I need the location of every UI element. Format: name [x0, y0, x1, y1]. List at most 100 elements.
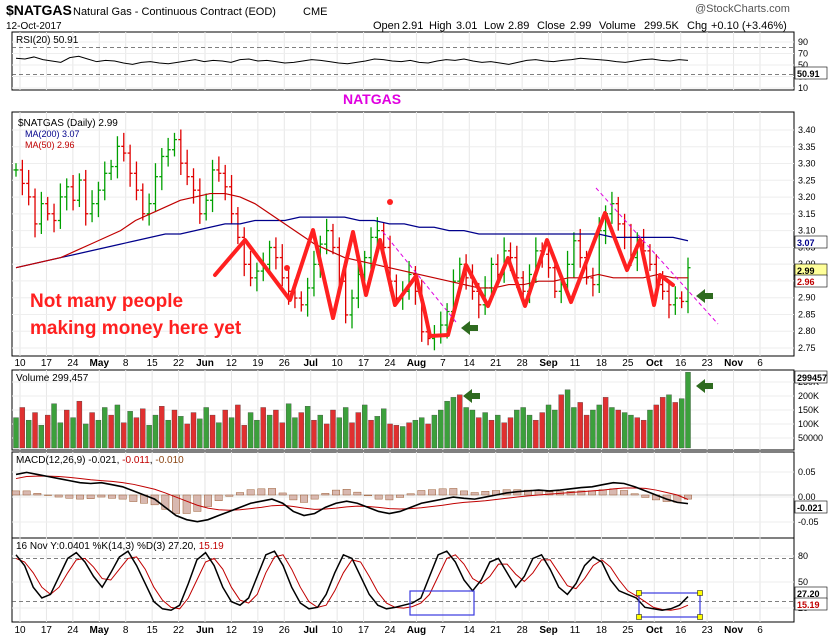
- volume-bar: [374, 416, 381, 449]
- macd-histogram-bar: [118, 494, 127, 500]
- macd-y-tick: -0.05: [798, 517, 819, 527]
- open-value: 2.91: [402, 20, 423, 32]
- macd-title-main: MACD(12,26,9) -0.021,: [16, 455, 122, 466]
- volume-bar: [653, 404, 659, 449]
- volume-bar: [45, 414, 51, 449]
- volume-bar: [545, 404, 552, 449]
- x-tick-label: 24: [67, 358, 79, 369]
- y-axis-labels: 90705030103.403.353.303.253.203.153.103.…: [794, 37, 828, 613]
- price-last-value: 2.99: [797, 266, 815, 276]
- rsi-y-tick: 50: [798, 60, 808, 70]
- downtrend-line: [595, 187, 719, 325]
- x-tick-label: Oct: [646, 358, 663, 369]
- x-tick-label: 25: [622, 625, 634, 636]
- x-tick-label: 17: [358, 625, 370, 636]
- volume-bar: [330, 409, 336, 449]
- volume-bar: [311, 419, 317, 449]
- x-tick-label: 7: [440, 358, 446, 369]
- macd-histogram-bar: [182, 494, 191, 514]
- x-tick-label: 8: [123, 358, 129, 369]
- volume-bar: [26, 419, 32, 449]
- macd-histogram-bar: [406, 493, 415, 496]
- volume-bar: [400, 426, 406, 449]
- volume-bar: [577, 402, 583, 449]
- volume-bar: [406, 422, 412, 449]
- volume-bar: [165, 419, 171, 449]
- volume-bar: [114, 404, 121, 449]
- macd-histogram-bar: [161, 494, 170, 510]
- volume-title: Volume 299,457: [16, 373, 89, 384]
- rsi-last-value: 50.91: [797, 69, 820, 79]
- x-tick-label: 15: [147, 358, 159, 369]
- header-exchange: CME: [303, 6, 327, 18]
- macd-histogram-bar: [385, 494, 394, 501]
- volume-bar: [596, 404, 602, 449]
- macd-histogram-bar: [342, 489, 351, 496]
- volume-bar: [38, 425, 45, 449]
- macd-histogram-bar: [524, 489, 532, 496]
- volume-bar: [266, 414, 273, 449]
- volume-bar: [304, 406, 311, 449]
- volume-bar: [514, 409, 520, 449]
- macd-histogram-bar: [268, 488, 276, 496]
- macd-histogram-bar: [374, 494, 383, 500]
- price-y-tick: 2.85: [798, 309, 816, 319]
- macd-histogram-bar: [225, 494, 234, 497]
- macd-title-signal: -0.011: [122, 455, 150, 466]
- macd-histogram-bar: [428, 489, 436, 496]
- stochastic-title-main: %K(14,3) %D(3) 27.20,: [90, 541, 199, 552]
- macd-histogram-bar: [310, 494, 319, 500]
- stochastic-title-d: 15.19: [199, 541, 224, 552]
- ma50-label: MA(50) 2.96: [25, 140, 75, 150]
- volume-bar: [349, 422, 355, 449]
- price-y-tick: 3.15: [798, 209, 816, 219]
- green-arrow-icon: [461, 321, 478, 335]
- price-title: $NATGAS (Daily) 2.99: [18, 118, 118, 129]
- rsi-y-tick: 70: [798, 49, 808, 59]
- macd-histogram-bar: [214, 494, 223, 501]
- x-tick-label: 16: [675, 625, 687, 636]
- volume-bar: [501, 422, 507, 449]
- volume-bar: [666, 394, 672, 449]
- macd-histogram-bar: [577, 490, 586, 496]
- price-y-tick: 2.90: [798, 293, 816, 303]
- x-tick-label: 11: [570, 625, 581, 636]
- volume-bar: [678, 398, 685, 449]
- red-zigzag-annotation: [213, 211, 675, 338]
- high-value: 3.01: [456, 20, 477, 32]
- volume-bar: [133, 417, 140, 449]
- rsi-line: [15, 55, 689, 65]
- macd-histogram-bar: [396, 494, 404, 498]
- volume-bar: [640, 419, 647, 449]
- chg-label: Chg: [687, 20, 707, 32]
- x-axis-labels: 10 10 17 17 24 24 May May 8 8 15 15 22 22 Jun Jun 12 12 19…: [14, 358, 763, 636]
- red-dot-annotation: [387, 199, 393, 205]
- volume-bar: [108, 414, 114, 449]
- stochastic-y-tick: 50: [798, 577, 808, 587]
- volume-bar: [19, 407, 26, 449]
- rsi-title: RSI(20) 50.91: [16, 35, 79, 46]
- volume-bar: [520, 407, 526, 449]
- macd-histogram-bar: [278, 492, 287, 496]
- volume-bar: [469, 409, 476, 449]
- volume-bar: [615, 409, 621, 449]
- header-symbol: $NATGAS: [6, 2, 72, 18]
- x-tick-label: 28: [517, 358, 529, 369]
- x-tick-label: 11: [570, 358, 581, 369]
- macd-title-hist: -0.010: [155, 455, 184, 466]
- x-tick-label: 16: [675, 358, 687, 369]
- volume-bar: [216, 422, 222, 449]
- volume-bar: [564, 389, 571, 449]
- stochastic-chart: [12, 550, 794, 612]
- x-tick-label: 21: [490, 358, 502, 369]
- macd-histogram-bar: [641, 494, 650, 498]
- macd-histogram-bar: [236, 492, 244, 496]
- drawn-annotations: [213, 187, 719, 620]
- volume-bar: [431, 414, 438, 449]
- volume-bar: [659, 397, 666, 449]
- ma200-last-value-box: [794, 235, 828, 249]
- volume-bar: [190, 412, 197, 449]
- stochastic-k-line: [15, 550, 689, 612]
- volume-bar: [558, 394, 564, 449]
- x-tick-label: 26: [279, 358, 291, 369]
